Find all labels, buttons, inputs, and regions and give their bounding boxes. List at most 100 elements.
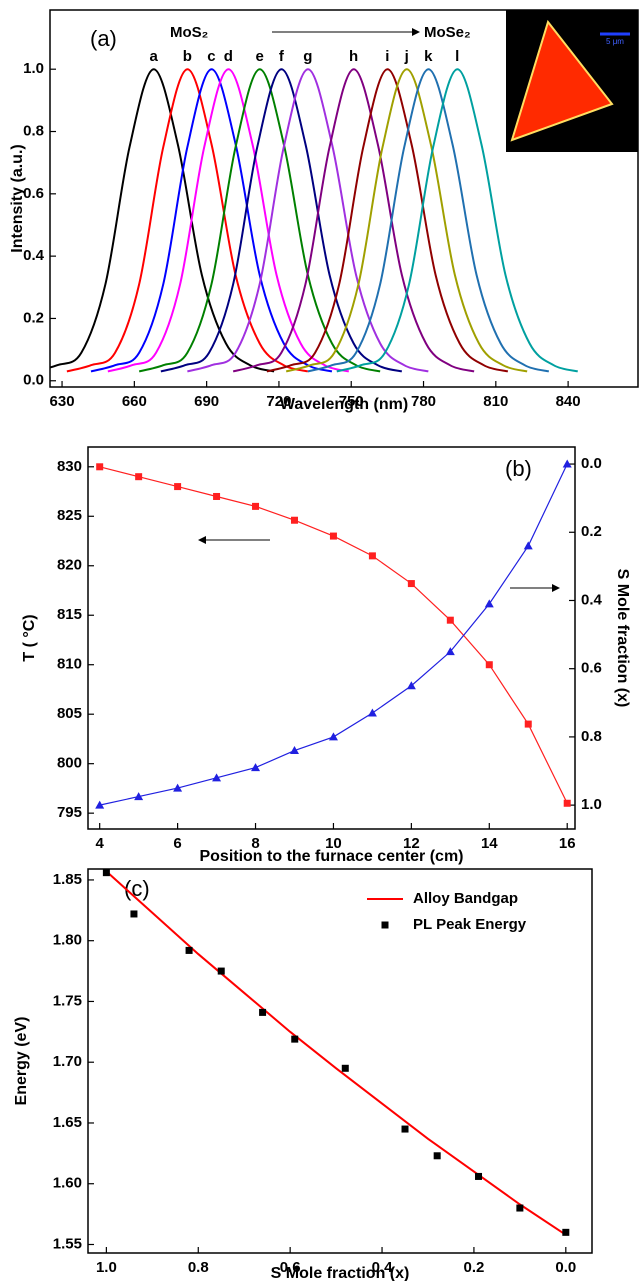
legend-label: Alloy Bandgap [413,890,518,907]
series-line [160,68,403,373]
point [562,459,572,468]
point [212,773,222,782]
point [341,1064,349,1072]
point [485,661,493,669]
series-line [105,870,567,1236]
x-tick-label: 6 [173,835,181,852]
point [406,681,416,690]
plot-frame [87,868,593,1254]
series-line [99,463,568,806]
x-axis-label: Wavelength (nm) [280,396,408,413]
point [329,532,337,540]
peak-label: i [385,48,389,65]
point [135,473,143,481]
panel-label: (b) [505,456,532,481]
y-tick-label: 1.80 [53,932,82,949]
point [524,720,532,728]
series-line [50,68,275,373]
y-tick-label: 1.55 [53,1235,82,1252]
point [367,708,377,717]
inset-flake [510,19,614,142]
x-tick-label: 16 [559,835,576,852]
point [185,946,193,954]
y-tick-label: 1.70 [53,1053,82,1070]
panel-label: (a) [90,26,117,51]
y2-axis-label: S Mole fraction (x) [614,569,631,708]
annotation: MoS₂ [170,24,208,41]
x-tick-label: 1.0 [96,1259,117,1276]
peak-label: f [279,48,285,65]
legend-swatch [381,921,389,929]
point [217,967,225,975]
point [291,1035,299,1043]
series-line [285,68,528,373]
x-tick-label: 14 [481,835,498,852]
point [102,869,110,877]
point [213,492,221,500]
panel-label: (c) [124,876,150,901]
point [96,463,104,471]
x-tick-label: 810 [483,393,508,410]
x-tick-label: 840 [556,393,581,410]
point [484,599,494,608]
arrow-head [412,28,420,36]
series-line [307,68,550,373]
point [251,763,261,772]
legend-label: PL Peak Energy [413,916,527,933]
y2-tick-label: 0.8 [581,728,602,745]
peak-label: c [207,48,215,65]
series-line [232,68,475,373]
point [445,647,455,656]
y-tick-label: 1.75 [53,992,82,1009]
y-tick-label: 815 [57,606,82,623]
peak-label: g [303,48,312,65]
peak-label: l [455,48,459,65]
point [523,541,533,550]
y-tick-label: 795 [57,804,82,821]
series-line [90,68,333,373]
series-line [266,68,509,373]
y-tick-label: 1.85 [53,871,82,888]
scale-label: 5 μm [606,37,624,46]
series-line [336,68,579,373]
x-tick-label: 660 [122,393,147,410]
point [446,616,454,624]
inset: 5 μm [506,10,638,152]
peak-label: d [224,48,233,65]
y-tick-label: 820 [57,557,82,574]
point [173,783,183,792]
plot-frame [87,446,576,830]
y-axis-label: T ( °C) [21,614,38,661]
x-tick-label: 780 [411,393,436,410]
x-tick-label: 0.0 [555,1259,576,1276]
point [252,502,260,510]
x-axis-label: Position to the furnace center (cm) [199,848,463,865]
point [328,732,338,741]
x-tick-label: 0.6 [280,1259,301,1276]
y2-tick-label: 0.0 [581,455,602,472]
point [368,552,376,560]
x-tick-label: 8 [251,835,259,852]
point [562,1228,570,1236]
y-tick-label: 805 [57,705,82,722]
point [290,516,298,524]
point [130,910,138,918]
point [516,1204,524,1212]
y-tick-label: 0.4 [23,247,45,264]
plot-frame [49,9,639,388]
point [407,580,415,588]
y-tick-label: 810 [57,656,82,673]
arrow-head [198,536,206,544]
y-tick-label: 1.65 [53,1114,82,1131]
peak-label: b [183,48,192,65]
point [259,1008,267,1016]
peak-label: j [404,48,409,65]
y-axis-label: Energy (eV) [13,1017,30,1106]
series-line [107,68,350,373]
point [95,800,105,809]
y-tick-label: 1.60 [53,1175,82,1192]
x-tick-label: 630 [50,393,75,410]
x-tick-label: 10 [325,835,342,852]
series-line [99,466,568,804]
